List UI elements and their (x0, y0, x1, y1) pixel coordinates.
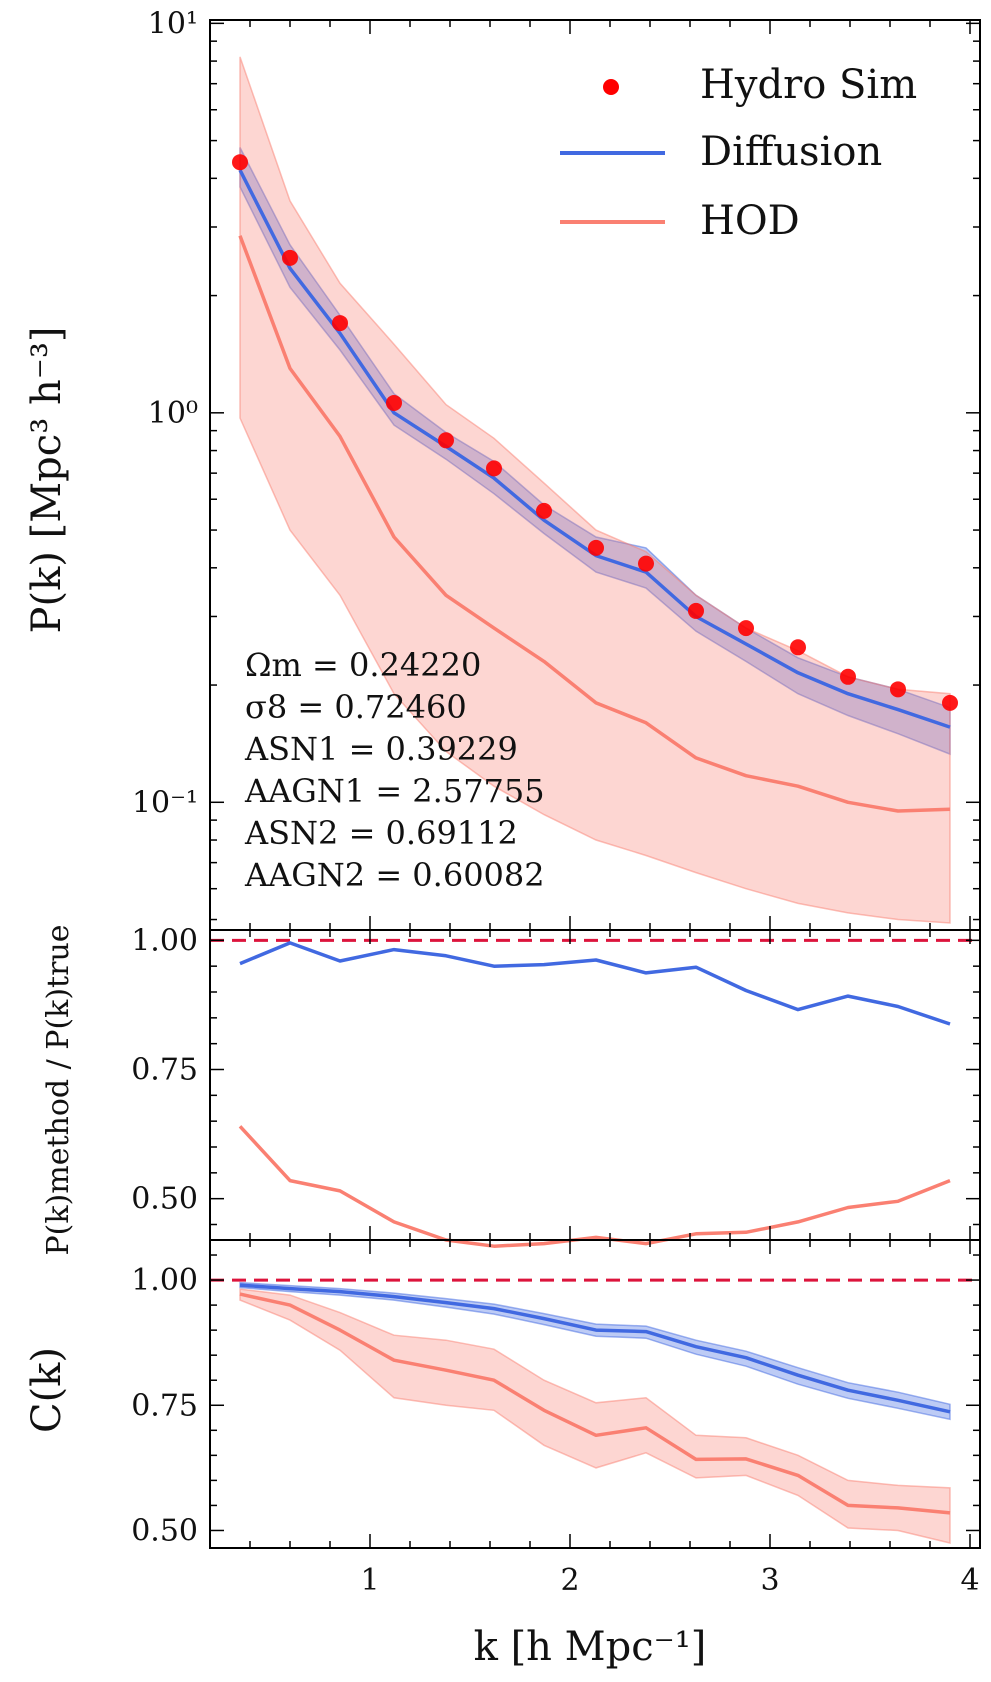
ratio-hod-line (238, 1125, 951, 1248)
annotation-a-agn2: AAGN2 = 0.60082 (244, 856, 545, 894)
power-spectrum-hydro-sim-point (232, 154, 248, 171)
power-spectrum-ylabel: P(k) [Mpc³ h⁻³] (24, 327, 70, 634)
ratio-panel: 1.00 0.75 0.50 P(k)method / P(k)true (41, 923, 981, 1256)
power-spectrum-y-tick-label: 10⁻¹ (132, 785, 198, 820)
x-axis-label: k [h Mpc⁻¹] (474, 1624, 707, 1670)
power-spectrum-hydro-sim-point (890, 681, 906, 698)
annotation-omega-m: Ωm = 0.24220 (245, 646, 481, 684)
cross-correlation-x-tick-label: 3 (760, 1563, 779, 1598)
cross-correlation-y-tick-label: 1.00 (131, 1263, 198, 1298)
cross-correlation-diffusion-line (239, 1283, 951, 1414)
power-spectrum-hydro-sim-point (638, 555, 654, 572)
power-spectrum-hydro-sim-point (688, 602, 704, 619)
power-spectrum-hod-line (238, 235, 951, 813)
power-spectrum-hydro-sim-point (840, 668, 856, 685)
power-spectrum-hydro-sim-point (282, 249, 298, 266)
cross-correlation-hod-line (239, 1292, 951, 1515)
cross-correlation-hod-band (239, 1288, 951, 1544)
power-spectrum-hydro-sim-point (790, 639, 806, 656)
annotation-sigma-8: σ8 = 0.72460 (245, 688, 467, 726)
ratio-ylabel: P(k)method / P(k)true (41, 924, 76, 1255)
power-spectrum-hydro-sim-point (738, 620, 754, 637)
power-spectrum-y-tick-label: 10⁰ (148, 396, 198, 431)
power-spectrum-panel: 10¹ 10⁰ 10⁻¹ P(k) [Mpc³ h⁻³] Hydro Sim Dif… (24, 6, 981, 931)
annotation-a-agn1: AAGN1 = 2.57755 (244, 772, 545, 810)
power-spectrum-hydro-sim-point (486, 460, 502, 477)
parameter-annotations: Ωm = 0.24220 σ8 = 0.72460 ASN1 = 0.39229… (244, 646, 545, 894)
power-spectrum-hydro-sim-point (588, 539, 604, 556)
legend-hydro-marker (603, 79, 619, 95)
cross-correlation-y-tick-label: 0.75 (131, 1388, 198, 1423)
cross-correlation-x-tick-label: 2 (560, 1563, 579, 1598)
legend-hod-label: HOD (700, 198, 800, 244)
ratio-diffusion-line (239, 941, 951, 1026)
power-spectrum-hydro-sim-point (438, 432, 454, 449)
cross-correlation-x-tick-label: 4 (960, 1563, 979, 1598)
cross-correlation-panel: 1 2 3 4 1.00 0.75 0.50 C(k) k [h Mpc⁻¹] (24, 1239, 981, 1670)
power-spectrum-y-tick-label: 10¹ (148, 6, 198, 41)
cross-correlation-y-tick-label: 0.50 (131, 1513, 198, 1548)
ratio-y-tick-label: 1.00 (131, 923, 198, 958)
ratio-y-tick-label: 0.50 (131, 1182, 198, 1217)
legend-hydro-label: Hydro Sim (700, 62, 917, 108)
power-spectrum-hydro-sim-point (332, 315, 348, 332)
power-spectrum-hydro-sim-point (536, 502, 552, 519)
cross-correlation-frame (209, 1239, 981, 1549)
power-spectrum-hod-band (239, 56, 951, 924)
annotation-a-sn1: ASN1 = 0.39229 (244, 730, 518, 768)
cross-correlation-ylabel: C(k) (24, 1347, 70, 1433)
legend: Hydro Sim Diffusion HOD (560, 62, 917, 244)
power-spectrum-hydro-sim-point (386, 394, 402, 411)
annotation-a-sn2: ASN2 = 0.69112 (244, 814, 518, 852)
power-spectrum-hydro-sim-point (942, 694, 958, 711)
ratio-y-tick-label: 0.75 (131, 1053, 198, 1088)
ratio-frame (209, 929, 981, 1241)
legend-diffusion-label: Diffusion (700, 129, 882, 175)
cross-correlation-diffusion-band (239, 1281, 951, 1421)
cross-correlation-x-tick-label: 1 (360, 1563, 379, 1598)
